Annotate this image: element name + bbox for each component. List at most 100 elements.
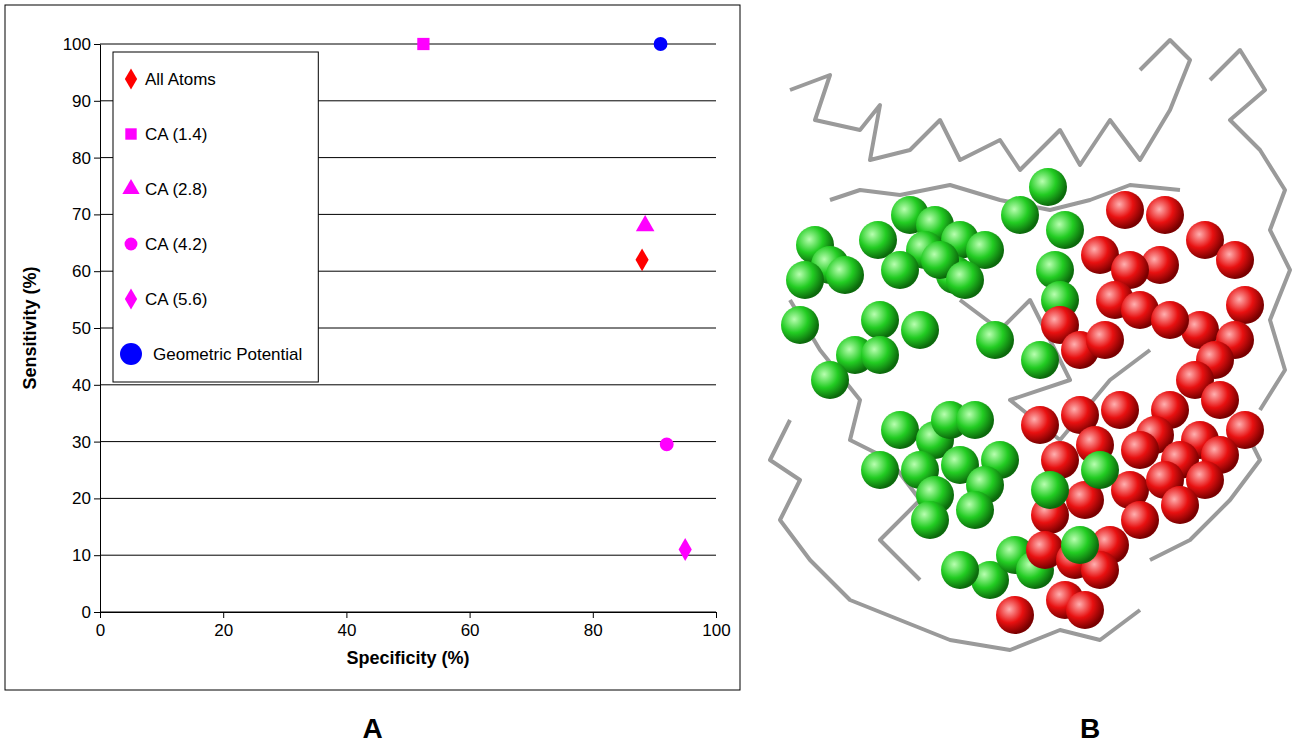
- atom-sphere: [1031, 471, 1069, 509]
- y-tick-mark: [94, 44, 100, 45]
- x-tick-mark: [100, 612, 101, 618]
- x-tick: 100: [702, 612, 730, 640]
- y-tick: 60: [72, 262, 100, 281]
- x-tick: 80: [584, 612, 603, 640]
- y-axis: 0102030405060708090100: [63, 35, 101, 622]
- atom-sphere: [881, 251, 919, 289]
- y-tick-mark: [94, 158, 100, 159]
- x-tick-mark: [716, 612, 717, 618]
- atom-sphere: [861, 336, 899, 374]
- x-tick-label: 100: [702, 621, 730, 640]
- legend-label: CA (1.4): [145, 125, 207, 144]
- atom-sphere: [956, 491, 994, 529]
- atom-sphere: [1029, 168, 1067, 206]
- grid-line: [100, 555, 716, 556]
- x-tick: 20: [214, 612, 233, 640]
- atom-sphere: [781, 306, 819, 344]
- atom-sphere: [1086, 321, 1124, 359]
- legend-marker: [125, 238, 138, 251]
- grid: [100, 44, 716, 612]
- y-tick-mark: [94, 328, 100, 329]
- x-tick-mark: [593, 612, 594, 618]
- x-tick: 0: [96, 612, 105, 640]
- point: [660, 438, 674, 452]
- backbone: [770, 420, 1140, 650]
- y-tick-label: 30: [72, 433, 91, 452]
- backbone: [790, 300, 920, 580]
- point: [636, 215, 655, 231]
- grid-line: [100, 498, 716, 499]
- atom-sphere: [861, 301, 899, 339]
- atom-sphere: [946, 261, 984, 299]
- y-tick-label: 80: [72, 149, 91, 168]
- y-tick: 40: [72, 376, 100, 395]
- x-tick-label: 80: [584, 621, 603, 640]
- x-tick: 40: [337, 612, 356, 640]
- atom-sphere: [1201, 381, 1239, 419]
- legend-marker: [120, 343, 142, 365]
- y-tick: 90: [72, 92, 100, 111]
- atom-sphere: [1106, 191, 1144, 229]
- y-tick: 30: [72, 433, 100, 452]
- atom-sphere: [901, 311, 939, 349]
- atom-sphere: [1021, 341, 1059, 379]
- y-tick-mark: [94, 271, 100, 272]
- x-tick-mark: [470, 612, 471, 618]
- grid-line: [100, 441, 716, 442]
- atom-sphere: [941, 551, 979, 589]
- backbone: [790, 40, 1190, 170]
- atom-sphere: [1081, 451, 1119, 489]
- y-axis-title: Sensitivity (%): [20, 266, 40, 389]
- y-tick-label: 60: [72, 262, 91, 281]
- x-axis-title: Specificity (%): [346, 648, 469, 668]
- y-axis-line: [100, 45, 101, 613]
- legend-box: [113, 52, 318, 382]
- atom-sphere: [1161, 486, 1199, 524]
- atom-sphere: [911, 501, 949, 539]
- y-tick-label: 40: [72, 376, 91, 395]
- marks: [417, 37, 692, 561]
- y-tick-label: 100: [63, 35, 91, 54]
- x-tick-mark: [346, 612, 347, 618]
- grid-line: [100, 384, 716, 385]
- legend-label: Geometric Potential: [153, 345, 302, 364]
- legend-marker: [122, 179, 139, 194]
- legend-label: All Atoms: [145, 70, 216, 89]
- y-tick-mark: [94, 214, 100, 215]
- x-tick-label: 60: [461, 621, 480, 640]
- atom-sphere: [1066, 591, 1104, 629]
- y-tick: 70: [72, 205, 100, 224]
- y-tick: 20: [72, 489, 100, 508]
- atom-sphere: [861, 451, 899, 489]
- atom-sphere: [1216, 241, 1254, 279]
- atom-sphere: [1121, 501, 1159, 539]
- atom-sphere: [956, 401, 994, 439]
- atom-sphere: [976, 321, 1014, 359]
- grid-line: [100, 44, 716, 45]
- y-tick-mark: [94, 612, 100, 613]
- legend-label: CA (2.8): [145, 180, 207, 199]
- y-tick-mark: [94, 101, 100, 102]
- atom-sphere: [996, 596, 1034, 634]
- legend: All AtomsCA (1.4)CA (2.8)CA (4.2)CA (5.6…: [113, 52, 318, 382]
- y-tick: 50: [72, 319, 100, 338]
- y-tick: 80: [72, 149, 100, 168]
- legend-marker: [125, 128, 136, 139]
- x-tick: 60: [461, 612, 480, 640]
- atom-sphere: [1226, 286, 1264, 324]
- y-tick-label: 90: [72, 92, 91, 111]
- x-tick-label: 20: [214, 621, 233, 640]
- y-tick-label: 20: [72, 489, 91, 508]
- legend-marker: [125, 68, 137, 89]
- x-tick-label: 0: [96, 621, 105, 640]
- point: [636, 248, 649, 271]
- atom-sphere: [1061, 526, 1099, 564]
- y-tick: 100: [63, 35, 100, 54]
- y-tick-mark: [94, 385, 100, 386]
- x-tick-label: 40: [337, 621, 356, 640]
- figure: 0204060801000102030405060708090100Specif…: [0, 0, 1297, 756]
- atom-sphere: [1046, 211, 1084, 249]
- atom-sphere: [1151, 301, 1189, 339]
- atom-sphere: [1121, 431, 1159, 469]
- point: [679, 538, 692, 561]
